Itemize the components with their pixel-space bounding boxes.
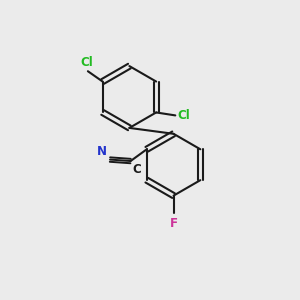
Text: N: N bbox=[96, 145, 106, 158]
Text: Cl: Cl bbox=[80, 56, 93, 69]
Text: Cl: Cl bbox=[178, 109, 190, 122]
Text: F: F bbox=[169, 217, 178, 230]
Text: C: C bbox=[132, 163, 141, 176]
